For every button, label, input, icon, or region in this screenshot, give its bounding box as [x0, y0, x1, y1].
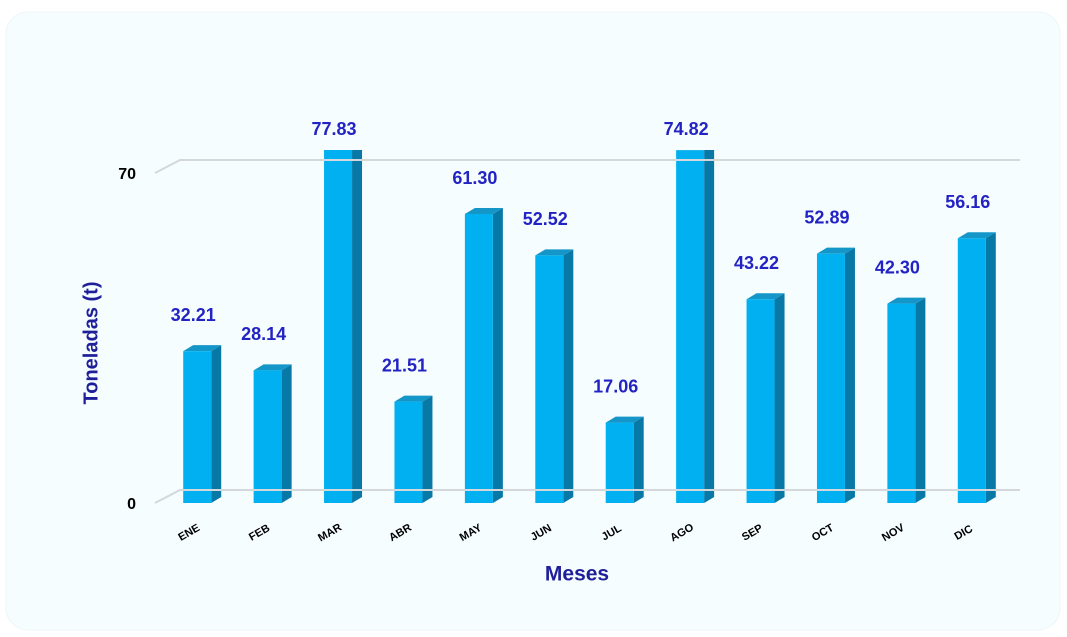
bar — [535, 249, 574, 503]
bar — [746, 293, 785, 503]
bar-side — [211, 345, 222, 503]
data-label: 56.16 — [945, 192, 990, 212]
y-tick-label: 70 — [118, 166, 136, 183]
bar-top — [605, 416, 644, 423]
bar-front — [464, 214, 493, 503]
bar-front — [676, 150, 705, 503]
bar-front — [183, 351, 212, 503]
bar-top — [253, 364, 292, 371]
bar-top — [957, 232, 996, 239]
bar — [183, 345, 222, 503]
data-label: 32.21 — [171, 305, 216, 325]
bar-side — [281, 364, 292, 503]
x-axis-title: Meses — [545, 563, 609, 586]
bar-front — [816, 253, 845, 503]
data-label: 43.22 — [734, 253, 779, 273]
bar-top — [394, 395, 433, 402]
bar-side — [633, 416, 644, 503]
bar — [676, 150, 715, 503]
bar-front — [253, 370, 282, 503]
data-label: 28.14 — [241, 324, 286, 344]
bar-side — [985, 232, 996, 503]
data-label: 61.30 — [452, 168, 497, 188]
bar-side — [844, 247, 855, 503]
bar — [324, 150, 363, 503]
bar-top — [464, 208, 503, 215]
bar-side — [352, 150, 363, 503]
bar-side — [774, 293, 785, 503]
grid-line — [154, 489, 1020, 504]
bar-front — [394, 401, 423, 503]
bar-front — [324, 150, 353, 503]
bar — [464, 208, 503, 503]
data-label: 74.82 — [664, 119, 709, 139]
bar-top — [887, 297, 926, 304]
data-label: 17.06 — [593, 376, 638, 396]
bar-top — [746, 293, 785, 300]
bar — [253, 364, 292, 503]
bar-side — [563, 249, 574, 503]
data-label: 52.89 — [804, 207, 849, 227]
bar — [957, 232, 996, 503]
data-label: 52.52 — [523, 209, 568, 229]
data-label: 21.51 — [382, 355, 427, 375]
grid-line — [154, 159, 1020, 174]
bar-front — [957, 238, 986, 503]
bar — [816, 247, 855, 503]
bar-side — [915, 297, 926, 503]
bar-side — [492, 208, 503, 503]
bar-front — [535, 255, 564, 503]
bar-side — [422, 395, 433, 503]
bar-top — [816, 247, 855, 254]
bar — [887, 297, 926, 503]
y-tick-label: 0 — [127, 496, 136, 513]
data-label: 42.30 — [875, 257, 920, 277]
bar-side — [704, 150, 715, 503]
bar-top — [535, 249, 574, 256]
bar-front — [887, 303, 916, 503]
bar-front — [746, 299, 775, 503]
bar-top — [183, 345, 222, 352]
bar-top — [676, 150, 705, 151]
bar — [394, 395, 433, 503]
data-label: 77.83 — [312, 119, 357, 139]
y-axis-title: Toneladas (t) — [80, 282, 102, 405]
